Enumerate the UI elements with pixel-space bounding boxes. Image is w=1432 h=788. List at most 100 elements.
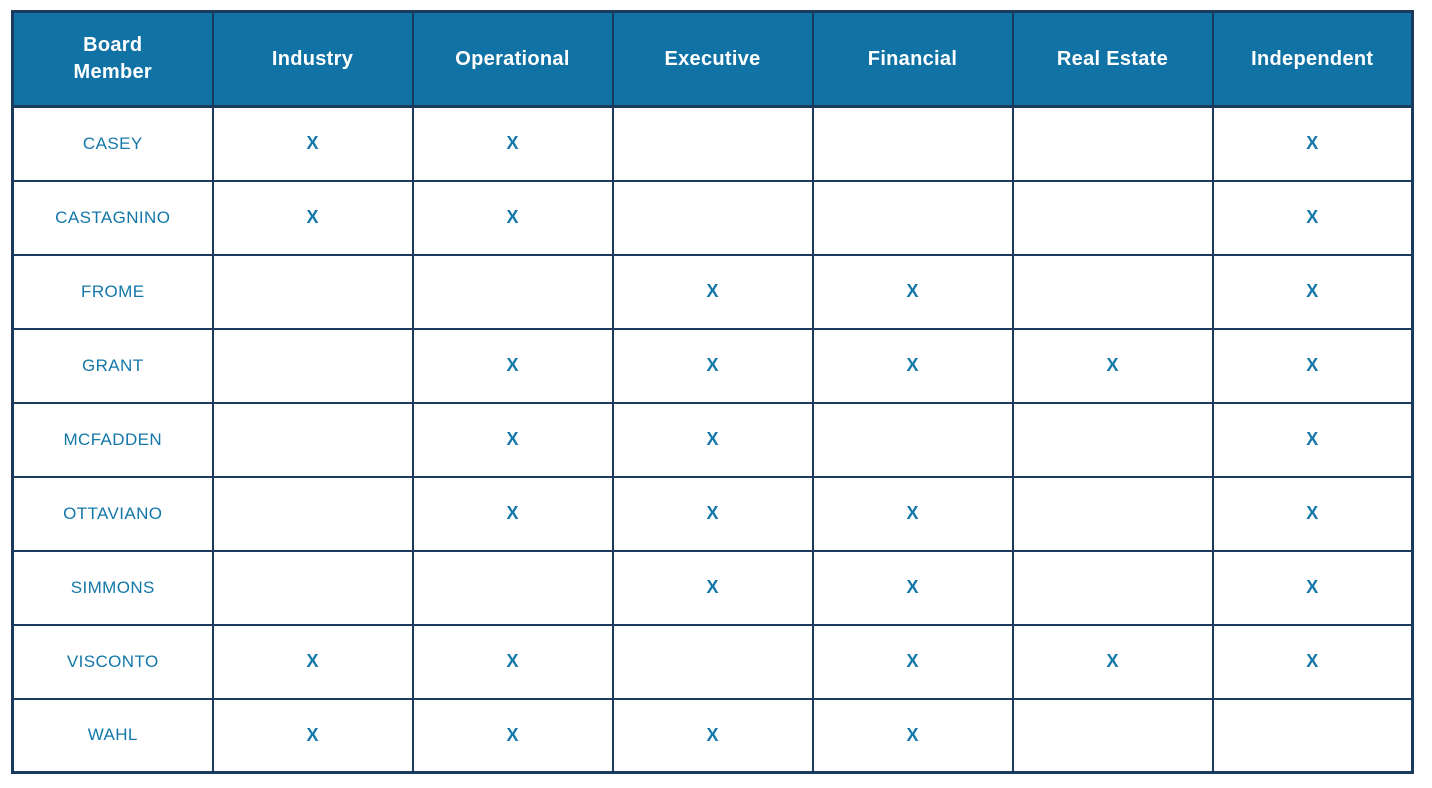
matrix-cell-real-estate — [1011, 253, 1214, 330]
header-row: Board Member Industry Operational Executive… — [11, 10, 1414, 108]
matrix-cell-operational: X — [411, 105, 614, 182]
matrix-cell-independent: X — [1211, 549, 1414, 626]
row-label-board-member: GRANT — [11, 327, 214, 404]
x-mark: X — [1306, 281, 1319, 301]
matrix-cell-financial: X — [811, 327, 1014, 404]
matrix-cell-industry — [211, 401, 414, 478]
x-mark: X — [906, 355, 919, 375]
x-mark: X — [1106, 355, 1119, 375]
x-mark: X — [506, 355, 519, 375]
row-label-board-member: SIMMONS — [11, 549, 214, 626]
matrix-cell-industry — [211, 475, 414, 552]
matrix-cell-operational — [411, 549, 614, 626]
x-mark: X — [706, 724, 719, 745]
column-header-label: Real Estate — [1056, 47, 1169, 70]
matrix-cell-executive: X — [611, 697, 814, 774]
matrix-cell-operational: X — [411, 401, 614, 478]
matrix-cell-executive — [611, 623, 814, 700]
table-row: CASTAGNINO X X X — [11, 179, 1414, 256]
matrix-cell-real-estate — [1011, 475, 1214, 552]
matrix-cell-operational: X — [411, 475, 614, 552]
x-mark: X — [1306, 207, 1319, 227]
table-row: OTTAVIANO X X X X — [11, 475, 1414, 552]
column-header-board-member: Board Member — [11, 10, 214, 108]
x-mark: X — [1306, 651, 1319, 671]
x-mark: X — [506, 133, 519, 154]
matrix-cell-real-estate — [1011, 105, 1214, 182]
matrix-cell-financial: X — [811, 475, 1014, 552]
matrix-cell-executive: X — [611, 327, 814, 404]
x-mark: X — [1306, 503, 1319, 523]
matrix-cell-industry: X — [211, 105, 414, 182]
column-header-financial: Financial — [811, 10, 1014, 108]
matrix-cell-executive — [611, 179, 814, 256]
row-label-board-member: OTTAVIANO — [11, 475, 214, 552]
column-header-label: Industry — [271, 47, 354, 70]
table-row: GRANT X X X X X — [11, 327, 1414, 404]
x-mark: X — [1306, 133, 1319, 154]
matrix-cell-real-estate — [1011, 697, 1214, 774]
matrix-cell-real-estate: X — [1011, 623, 1214, 700]
matrix-cell-independent: X — [1211, 401, 1414, 478]
matrix-cell-executive — [611, 105, 814, 182]
column-header-industry: Industry — [211, 10, 414, 108]
x-mark: X — [706, 281, 719, 301]
matrix-cell-independent: X — [1211, 105, 1414, 182]
matrix-cell-industry: X — [211, 623, 414, 700]
column-header-operational: Operational — [411, 10, 614, 108]
x-mark: X — [1306, 429, 1319, 449]
matrix-cell-executive: X — [611, 253, 814, 330]
table-row: VISCONTO X X X X X — [11, 623, 1414, 700]
x-mark: X — [306, 207, 319, 227]
matrix-cell-financial — [811, 105, 1014, 182]
x-mark: X — [506, 207, 519, 227]
matrix-cell-independent: X — [1211, 475, 1414, 552]
row-label-board-member: CASEY — [11, 105, 214, 182]
matrix-cell-independent — [1211, 697, 1414, 774]
row-label-board-member: MCFADDEN — [11, 401, 214, 478]
x-mark: X — [906, 281, 919, 301]
table-row: CASEY X X X — [11, 105, 1414, 182]
x-mark: X — [306, 724, 319, 745]
matrix-cell-industry: X — [211, 179, 414, 256]
column-header-label: Board Member — [73, 34, 152, 83]
row-label-board-member: CASTAGNINO — [11, 179, 214, 256]
matrix-cell-operational: X — [411, 623, 614, 700]
column-header-label: Financial — [867, 47, 958, 70]
matrix-cell-operational: X — [411, 327, 614, 404]
table-header: Board Member Industry Operational Executive… — [11, 10, 1414, 108]
matrix-cell-industry — [211, 549, 414, 626]
x-mark: X — [706, 429, 719, 449]
matrix-cell-independent: X — [1211, 253, 1414, 330]
board-skills-matrix-table: Board Member Industry Operational Executive… — [11, 10, 1414, 774]
x-mark: X — [506, 724, 519, 745]
table-row: WAHL X X X X — [11, 697, 1414, 774]
table-body: CASEY X X X CASTAGNINO X X X FROME X X X GRANT X X X X X M… — [11, 105, 1414, 774]
matrix-cell-financial — [811, 179, 1014, 256]
matrix-cell-real-estate — [1011, 179, 1214, 256]
x-mark: X — [306, 133, 319, 154]
matrix-cell-financial: X — [811, 623, 1014, 700]
matrix-cell-operational — [411, 253, 614, 330]
column-header-label: Executive — [664, 47, 761, 70]
matrix-cell-independent: X — [1211, 327, 1414, 404]
x-mark: X — [706, 355, 719, 375]
column-header-independent: Independent — [1211, 10, 1414, 108]
row-label-board-member: VISCONTO — [11, 623, 214, 700]
matrix-cell-financial — [811, 401, 1014, 478]
x-mark: X — [906, 503, 919, 523]
x-mark: X — [906, 651, 919, 671]
matrix-cell-operational: X — [411, 697, 614, 774]
x-mark: X — [506, 429, 519, 449]
x-mark: X — [706, 577, 719, 597]
row-label-board-member: FROME — [11, 253, 214, 330]
table-row: SIMMONS X X X — [11, 549, 1414, 626]
matrix-cell-financial: X — [811, 549, 1014, 626]
matrix-cell-independent: X — [1211, 179, 1414, 256]
matrix-cell-operational: X — [411, 179, 614, 256]
x-mark: X — [1106, 651, 1119, 671]
matrix-cell-executive: X — [611, 401, 814, 478]
matrix-cell-executive: X — [611, 475, 814, 552]
column-header-executive: Executive — [611, 10, 814, 108]
